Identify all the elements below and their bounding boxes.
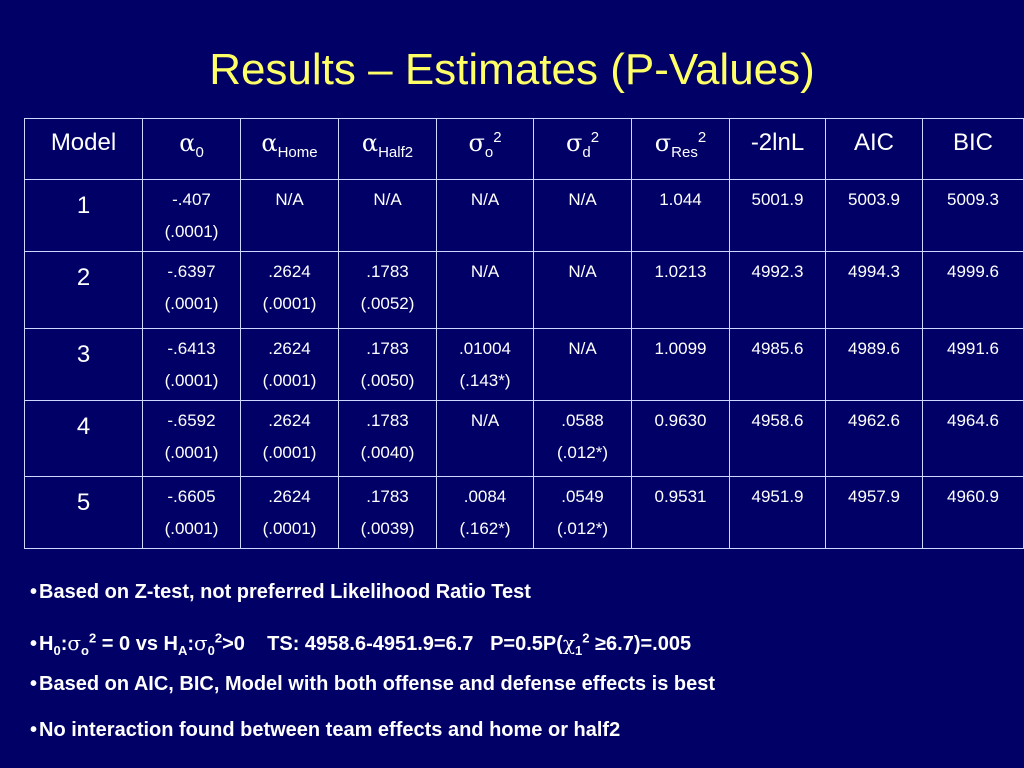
alpha-home-cell: .2624 (.0001) xyxy=(240,400,339,477)
alpha-home-cell: .2624 (.0001) xyxy=(240,328,339,401)
sigma-o-cell: .0084 (.162*) xyxy=(436,476,534,549)
sigma-res-cell: 1.044 xyxy=(631,179,730,252)
header-model: Model xyxy=(24,118,143,180)
alpha-half2-cell: N/A xyxy=(338,179,437,252)
table-row: 1 -.407 (.0001) N/A N/A N/A N/A 1.044 500… xyxy=(24,179,1024,252)
alpha0-cell: -.6605 (.0001) xyxy=(142,476,241,549)
sigma-o-cell: N/A xyxy=(436,400,534,477)
hypothesis-text: H0:σo2 = 0 vs HA:σ02>0 TS: 4958.6-4951.9… xyxy=(39,630,692,658)
bic-cell: 4960.9 xyxy=(922,476,1024,549)
alpha-half2-cell: .1783 (.0052) xyxy=(338,251,437,329)
header-sigma-res: σRes2 xyxy=(631,118,730,180)
sigma-d-cell: .0588 (.012*) xyxy=(533,400,632,477)
sigma-res-cell: 0.9531 xyxy=(631,476,730,549)
table-row: 2 -.6397 (.0001) .2624 (.0001) .1783 (.0052… xyxy=(24,251,1024,329)
header-sigma-o: σo2 xyxy=(436,118,534,180)
lnl-cell: 4958.6 xyxy=(729,400,826,477)
sigma-o-cell: N/A xyxy=(436,251,534,329)
bic-cell: 5009.3 xyxy=(922,179,1024,252)
bullet-text: Based on AIC, BIC, Model with both offen… xyxy=(39,673,716,695)
alpha-home-cell: N/A xyxy=(240,179,339,252)
bullet-item: • Based on AIC, BIC, Model with both offe… xyxy=(30,670,715,716)
sigma-res-cell: 0.9630 xyxy=(631,400,730,477)
aic-cell: 4962.6 xyxy=(825,400,923,477)
page-title: Results – Estimates (P-Values) xyxy=(209,45,815,94)
aic-cell: 4989.6 xyxy=(825,328,923,401)
findings-list: • Based on Z-test, not preferred Likeliho… xyxy=(30,578,715,762)
bullet-item: • Based on Z-test, not preferred Likeliho… xyxy=(30,578,715,624)
alpha-half2-cell: .1783 (.0039) xyxy=(338,476,437,549)
alpha-half2-cell: .1783 (.0040) xyxy=(338,400,437,477)
header-lnl: -2lnL xyxy=(729,118,826,180)
alpha-half2-cell: .1783 (.0050) xyxy=(338,328,437,401)
sigma-o-cell: N/A xyxy=(436,179,534,252)
model-cell: 5 xyxy=(24,476,143,549)
sigma-d-cell: .0549 (.012*) xyxy=(533,476,632,549)
header-alpha-half2: αHalf2 xyxy=(338,118,437,180)
header-sigma-d: σd2 xyxy=(533,118,632,180)
lnl-cell: 4951.9 xyxy=(729,476,826,549)
bullet-marker: • xyxy=(30,719,38,741)
bullet-item: • No interaction found between team effec… xyxy=(30,716,715,762)
sigma-res-cell: 1.0213 xyxy=(631,251,730,329)
aic-cell: 5003.9 xyxy=(825,179,923,252)
bic-cell: 4999.6 xyxy=(922,251,1024,329)
sigma-res-cell: 1.0099 xyxy=(631,328,730,401)
bic-cell: 4991.6 xyxy=(922,328,1024,401)
alpha0-cell: -.6397 (.0001) xyxy=(142,251,241,329)
lnl-cell: 4992.3 xyxy=(729,251,826,329)
alpha-home-cell: .2624 (.0001) xyxy=(240,251,339,329)
sigma-o-cell: .01004 (.143*) xyxy=(436,328,534,401)
header-alpha0: α0 xyxy=(142,118,241,180)
header-aic: AIC xyxy=(825,118,923,180)
sigma-d-cell: N/A xyxy=(533,251,632,329)
alpha0-cell: -.6413 (.0001) xyxy=(142,328,241,401)
lnl-cell: 4985.6 xyxy=(729,328,826,401)
aic-cell: 4994.3 xyxy=(825,251,923,329)
alpha-home-cell: .2624 (.0001) xyxy=(240,476,339,549)
lnl-cell: 5001.9 xyxy=(729,179,826,252)
header-bic: BIC xyxy=(922,118,1024,180)
bic-cell: 4964.6 xyxy=(922,400,1024,477)
model-cell: 2 xyxy=(24,251,143,329)
table-row: 3 -.6413 (.0001) .2624 (.0001) .1783 (.0050… xyxy=(24,328,1024,401)
table-row: 4 -.6592 (.0001) .2624 (.0001) .1783 (.0040… xyxy=(24,400,1024,477)
aic-cell: 4957.9 xyxy=(825,476,923,549)
alpha0-cell: -.407 (.0001) xyxy=(142,179,241,252)
model-cell: 1 xyxy=(24,179,143,252)
header-row: Model α0 αHome αHalf2 σo2 σd2 σRes2 -2ln… xyxy=(24,118,1024,180)
bullet-marker: • xyxy=(30,581,38,603)
bullet-item-hypothesis: • H0:σo2 = 0 vs HA:σ02>0 TS: 4958.6-4951.… xyxy=(30,624,715,670)
model-cell: 3 xyxy=(24,328,143,401)
alpha0-cell: -.6592 (.0001) xyxy=(142,400,241,477)
bullet-marker: • xyxy=(30,632,38,655)
sigma-d-cell: N/A xyxy=(533,179,632,252)
header-alpha-home: αHome xyxy=(240,118,339,180)
model-cell: 4 xyxy=(24,400,143,477)
bullet-text: No interaction found between team effect… xyxy=(39,719,621,741)
sigma-d-cell: N/A xyxy=(533,328,632,401)
results-table: Model α0 αHome αHalf2 σo2 σd2 σRes2 -2ln… xyxy=(24,118,1024,549)
table-row: 5 -.6605 (.0001) .2624 (.0001) .1783 (.0039… xyxy=(24,476,1024,549)
bullet-marker: • xyxy=(30,673,38,695)
bullet-text: Based on Z-test, not preferred Likelihoo… xyxy=(39,581,531,603)
